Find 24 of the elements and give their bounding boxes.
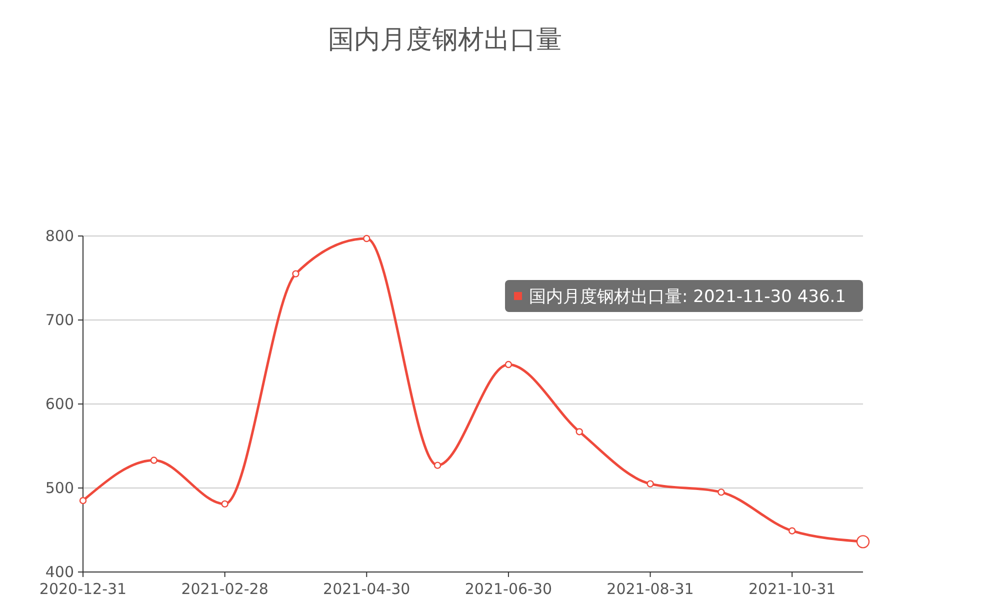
x-tick-label: 2021-02-28 (181, 580, 268, 598)
point (788, 527, 796, 534)
x-tick-label: 2021-10-31 (748, 580, 836, 598)
point (434, 462, 442, 469)
point (363, 234, 370, 242)
y-tick-label: 500 (45, 479, 74, 497)
point (79, 497, 87, 504)
x-tick-label: 2021-06-30 (464, 580, 552, 598)
point (646, 480, 654, 488)
annotation: 国内月度钢材出口量: 2021-11-30 436.1 (529, 287, 846, 307)
point (292, 270, 300, 278)
y-tick-label: 600 (45, 395, 74, 413)
x-tick-label: 2021-04-30 (323, 580, 410, 598)
y-tick-label: 400 (45, 563, 74, 581)
point (718, 488, 725, 496)
point (221, 500, 228, 508)
y-tick-label: 700 (45, 311, 74, 329)
x-tick-label: 2021-08-31 (606, 580, 694, 598)
point (504, 360, 512, 368)
point (576, 428, 583, 436)
y-tick-label: 800 (45, 227, 74, 245)
point (150, 456, 158, 464)
x-tick-label: 2020-12-31 (39, 580, 127, 598)
chart-title: 国内月度钢材出口量 (328, 25, 562, 55)
